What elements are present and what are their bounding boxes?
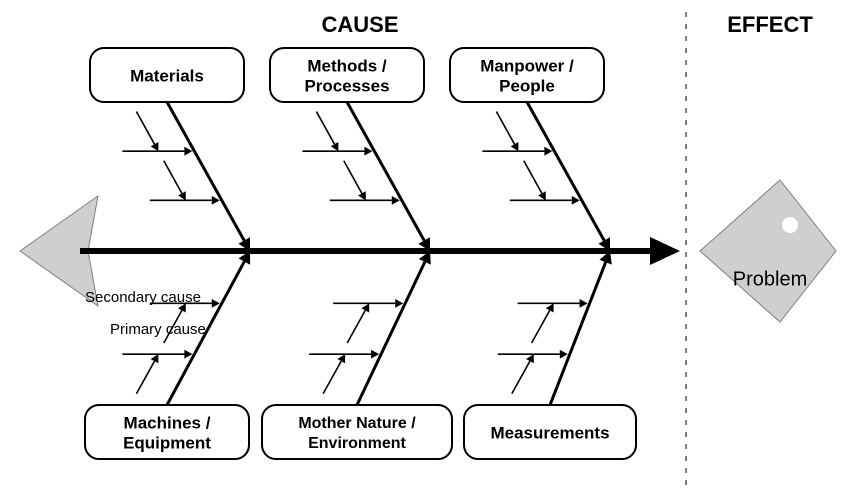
category-materials-line1: Materials xyxy=(130,66,204,85)
fish-eye xyxy=(782,217,798,233)
category-machines-line2: Equipment xyxy=(123,433,211,452)
category-methods-line2: Processes xyxy=(304,76,389,95)
label-secondary-cause: Secondary cause xyxy=(85,289,201,306)
header-cause: CAUSE xyxy=(321,12,398,37)
problem-label: Problem xyxy=(733,268,807,290)
category-manpower-line1: Manpower / xyxy=(480,56,574,75)
header-effect: EFFECT xyxy=(727,12,813,37)
label-primary-cause: Primary cause xyxy=(110,321,206,338)
category-environment-line1: Mother Nature / xyxy=(298,415,416,432)
category-manpower-line2: People xyxy=(499,76,555,95)
category-methods-line1: Methods / xyxy=(307,56,387,75)
category-machines-line1: Machines / xyxy=(124,413,211,432)
category-measurements-line1: Measurements xyxy=(490,423,609,442)
category-environment-line2: Environment xyxy=(308,435,406,452)
